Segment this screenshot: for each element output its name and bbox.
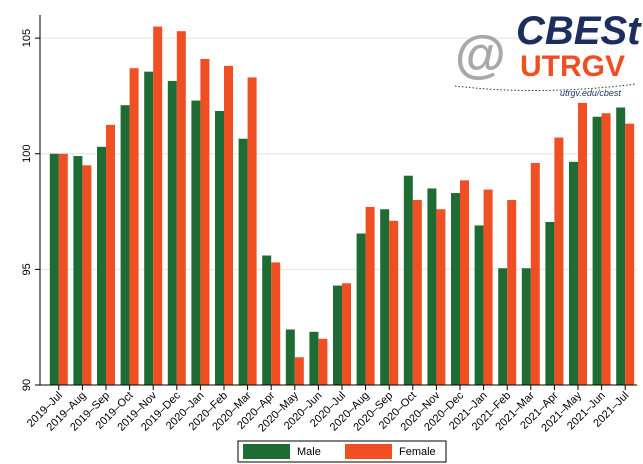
bar [97,146,106,385]
bar [460,180,469,385]
y-tick-label: 105 [21,29,33,47]
bar [403,175,413,385]
bar [200,58,210,385]
bar [262,255,272,385]
bar [356,233,366,385]
bar [82,165,92,385]
bar [451,193,460,385]
bar [120,105,130,385]
bar [389,220,399,385]
bar [569,161,578,385]
legend-label: Male [297,446,321,458]
bar [167,80,177,385]
bar [616,107,626,385]
bar [238,138,248,385]
bar [49,153,59,385]
bar [521,268,531,385]
bar [153,26,163,385]
bar [578,102,587,385]
bar [129,68,139,385]
bar [498,268,508,385]
bar [380,209,390,385]
bar [271,262,281,385]
bar [294,357,304,385]
logo: @ CBESt UTRGV utrgv.edu/cbest [454,9,642,98]
bar [436,209,446,385]
bar [592,116,602,385]
bar [507,200,517,385]
legend-label: Female [399,446,436,458]
bar [215,110,224,385]
bar [106,124,115,385]
bar [73,156,83,385]
legend-swatch [345,444,392,459]
logo-name: CBESt [516,9,642,53]
logo-at: @ [455,26,506,84]
bar [474,225,484,385]
bar [224,65,233,385]
bar [285,329,295,385]
bar [309,331,319,385]
bar [483,189,493,385]
y-tick-label: 90 [21,379,33,391]
bar [554,137,564,385]
bar [530,163,540,385]
bar [247,77,257,385]
bar [601,113,611,385]
bar [333,285,342,385]
legend-swatch [243,444,290,459]
bar [144,71,154,385]
bar [365,206,375,385]
bar [427,188,437,385]
y-tick-label: 100 [21,145,33,163]
logo-swoosh [454,83,637,92]
y-tick-label: 95 [21,263,33,275]
bar [412,200,422,385]
bar [58,153,68,385]
bar [625,123,635,385]
logo-org: UTRGV [520,50,625,83]
logo-url: utrgv.edu/cbest [560,88,621,98]
bar [545,221,555,385]
bar [342,283,351,385]
bar [191,100,201,385]
bar [176,31,186,385]
bar [318,338,328,385]
